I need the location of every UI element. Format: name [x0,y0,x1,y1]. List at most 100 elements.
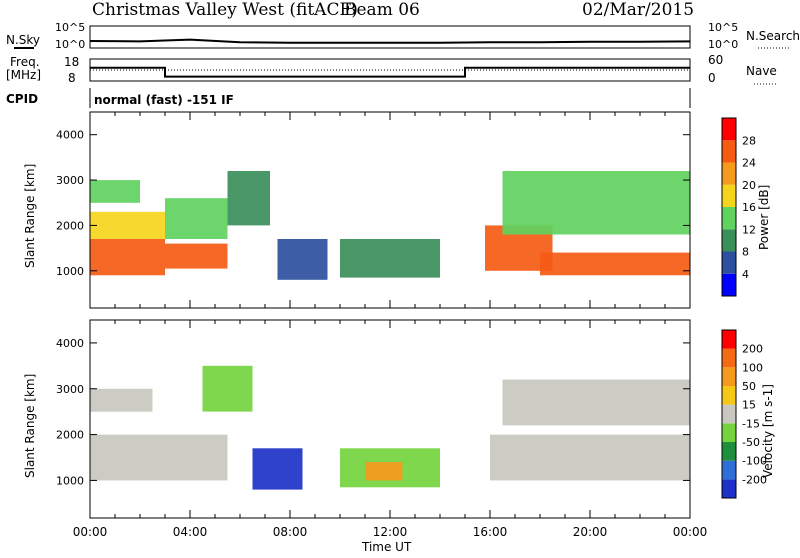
x-tick-label: 00:00 [673,525,708,539]
colorbar-frame [721,329,737,499]
nsearch-tick-bottom: 10^0 [708,38,738,51]
freq-unit: [MHz] [6,68,41,82]
nsky-tick-top: 10^5 [55,21,85,34]
x-tick-label: 16:00 [473,525,508,539]
y-tick-label: 4000 [56,129,84,142]
colorbar-frame [721,117,737,297]
colorbar-tick-label: 24 [742,157,756,170]
power-colorbar: 4 8 12 16 20 24 28 [721,117,756,297]
y-tick-label: 3000 [56,383,84,396]
nsearch-tick-top: 10^5 [708,21,738,34]
x-tick-label: 00:00 [73,525,108,539]
nave-label: Nave [746,64,777,78]
freq-strip [89,58,691,82]
colorbar-tick-label: -15 [742,417,760,430]
freq-tick-bottom: 8 [68,71,76,85]
colorbar-tick-label: 200 [742,343,763,356]
colorbar-segment [722,367,736,386]
colorbar-segment [722,386,736,405]
y-tick-label: 4000 [56,337,84,350]
colorbar-tick-label: 28 [742,134,756,147]
power-panel: 1000 2000 3000 4000 [56,111,691,309]
scatter-region [90,239,165,276]
nsky-tick-bottom: 10^0 [55,38,85,51]
scatter-region [165,243,228,269]
beam-label: Beam 06 [344,0,420,20]
colorbar-segment [722,330,736,349]
velocity-colorbar-label-text: Velocity [m s-1] [761,384,775,478]
colorbar-segment [722,423,736,442]
nsky-line [89,38,691,44]
scatter-region [90,180,140,203]
colorbar-segment [722,442,736,461]
colorbar-segment [722,404,736,424]
colorbar-segment [722,273,736,296]
y-tick-label: 2000 [56,429,84,442]
scatter-region [227,171,270,226]
freq-tick-top: 18 [64,55,79,69]
colorbar-segment [722,348,736,368]
colorbar-segment [722,251,736,274]
colorbar-tick-label: 15 [742,399,756,412]
x-tick-label: 08:00 [273,525,308,539]
colorbar-segment [722,460,736,480]
scatter-region [502,171,690,235]
power-ylabel: Slant Range [km] [23,164,37,268]
x-tick-label: 20:00 [573,525,608,539]
scatter-region [540,252,690,276]
colorbar-segment [722,140,736,163]
nsky-label: N.Sky [6,33,40,47]
colorbar-segment [722,118,736,141]
nsky-strip [89,25,691,49]
colorbar-tick-label: -50 [742,436,760,449]
scatter-region [90,211,165,239]
nave-tick-top: 60 [708,53,723,67]
y-tick-label: 2000 [56,219,84,232]
cpid-label: CPID [6,92,38,106]
velocity-colorbar: 200 100 50 15 -15 -50 -100 -200 [721,329,767,499]
scatter-region [490,434,690,481]
date-label: 02/Mar/2015 [582,0,694,20]
y-tick-label: 1000 [56,474,84,487]
nsearch-label: N.Search [746,29,800,43]
colorbar-tick-label: -100 [742,455,767,468]
scatter-region [202,365,253,412]
colorbar-tick-label: 50 [742,380,756,393]
colorbar-tick-label: 4 [742,268,749,281]
velocity-ylabel: Slant Range [km] [23,374,37,478]
scatter-region [252,448,303,490]
x-axis: 00:00 04:00 08:00 12:00 16:00 20:00 00:00 [73,525,708,539]
scatter-region [340,239,440,278]
power-colorbar-label: Power [dB] [757,185,771,250]
colorbar-segment [722,162,736,185]
scatter-region [165,198,228,239]
colorbar-tick-label: 12 [742,223,756,236]
colorbar-segment [722,479,736,498]
colorbar-tick-label: 16 [742,201,756,214]
x-axis-label: Time UT [361,540,412,554]
scatter-region [502,379,690,426]
colorbar-tick-label: 100 [742,361,763,374]
scatter-region [90,388,153,412]
velocity-panel: 1000 2000 3000 4000 [56,319,691,519]
nave-tick-bottom: 0 [708,71,716,85]
colorbar-tick-label: -200 [742,473,767,486]
colorbar-tick-label: 20 [742,179,756,192]
scatter-region [365,462,403,481]
colorbar-segment [722,207,736,230]
velocity-colorbar-label: Velocity [m s-1] [761,384,775,478]
x-tick-label: 12:00 [373,525,408,539]
colorbar-segment [722,229,736,252]
y-tick-label: 1000 [56,265,84,278]
y-tick-label: 3000 [56,174,84,187]
scatter-region [90,434,228,481]
cpid-text: normal (fast) -151 IF [94,93,234,107]
x-tick-label: 04:00 [173,525,208,539]
freq-line [90,66,690,78]
scatter-region [277,239,328,280]
colorbar-segment [722,184,736,207]
station-title: Christmas Valley West (fitACF) [92,0,358,20]
colorbar-tick-label: 8 [742,246,749,259]
freq-label: Freq. [10,55,40,69]
